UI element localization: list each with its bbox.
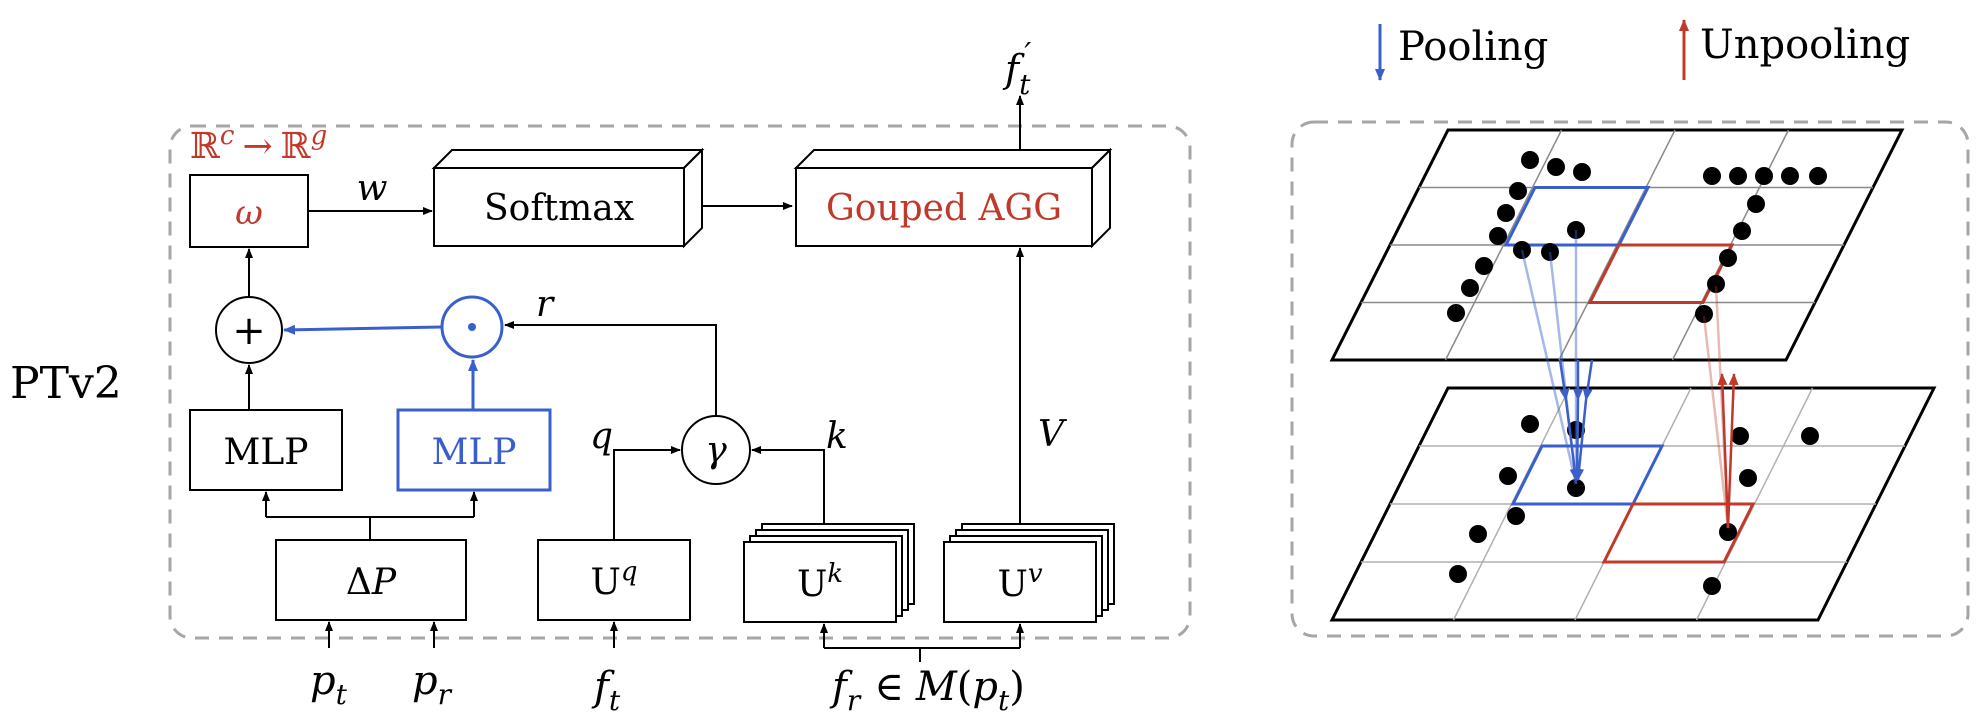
v-label: V — [1038, 414, 1068, 455]
output-label: ft′ — [1002, 37, 1031, 101]
odot-center — [468, 323, 476, 331]
omega-label: ω — [235, 193, 263, 233]
pooling-links — [1520, 230, 1594, 485]
pr-label: pr — [412, 658, 453, 711]
mlp-right-label: MLP — [432, 432, 517, 473]
r-label: r — [536, 284, 555, 325]
top-grid-plane — [1329, 128, 1905, 362]
delta-p-split-arrows — [262, 491, 478, 540]
delta-p-label: ΔP — [346, 562, 397, 603]
ptv2-label: PTv2 — [10, 358, 122, 409]
gamma-symbol: γ — [705, 430, 727, 471]
ft-label: ft — [591, 664, 621, 717]
plus-symbol: + — [232, 308, 266, 354]
grouped-agg-label: Gouped AGG — [826, 188, 1062, 229]
delta-p-box — [275, 539, 467, 621]
left-dashed-frame — [168, 124, 1192, 640]
softmax-label: Softmax — [484, 188, 634, 229]
uv-box-stack — [943, 523, 1115, 623]
plus-circle — [215, 296, 283, 364]
unpooling-links — [1702, 285, 1739, 529]
gamma-circle — [681, 415, 751, 485]
right-dashed-frame — [1290, 120, 1970, 638]
fr-split-arrows — [820, 623, 1024, 662]
bottom-points — [1449, 415, 1819, 595]
unpooling-legend-label: Unpooling — [1700, 22, 1910, 68]
mlp-right-box — [396, 408, 552, 492]
top-unpool-cell — [1587, 243, 1735, 304]
bottom-unpool-cell — [1601, 502, 1756, 564]
odot-to-plus-arrow — [283, 324, 443, 335]
r-arrow — [504, 321, 717, 415]
uk-box-stack — [743, 523, 915, 623]
softmax-box — [431, 147, 705, 249]
q-arrow — [613, 446, 681, 540]
grouped-agg-box — [793, 147, 1113, 249]
uq-label: Uq — [591, 557, 638, 603]
uk-label: Uk — [797, 559, 843, 605]
uq-box — [537, 539, 691, 621]
fr-label: fr ∈ M(pt) — [829, 664, 1025, 717]
pooling-legend-label: Pooling — [1398, 24, 1548, 70]
bottom-grid-plane — [1329, 386, 1937, 622]
uv-label: Uv — [997, 559, 1042, 605]
mlp-left-label: MLP — [224, 432, 309, 473]
pt-label: pt — [310, 658, 348, 711]
top-points — [1447, 151, 1827, 323]
w-label: w — [357, 168, 388, 209]
omega-box — [189, 174, 309, 248]
k-label: k — [826, 416, 848, 457]
mapping-label: ℝc → ℝg — [190, 121, 327, 167]
q-label: q — [590, 416, 613, 457]
mlp-left-box — [189, 409, 343, 491]
k-arrow — [751, 446, 825, 530]
